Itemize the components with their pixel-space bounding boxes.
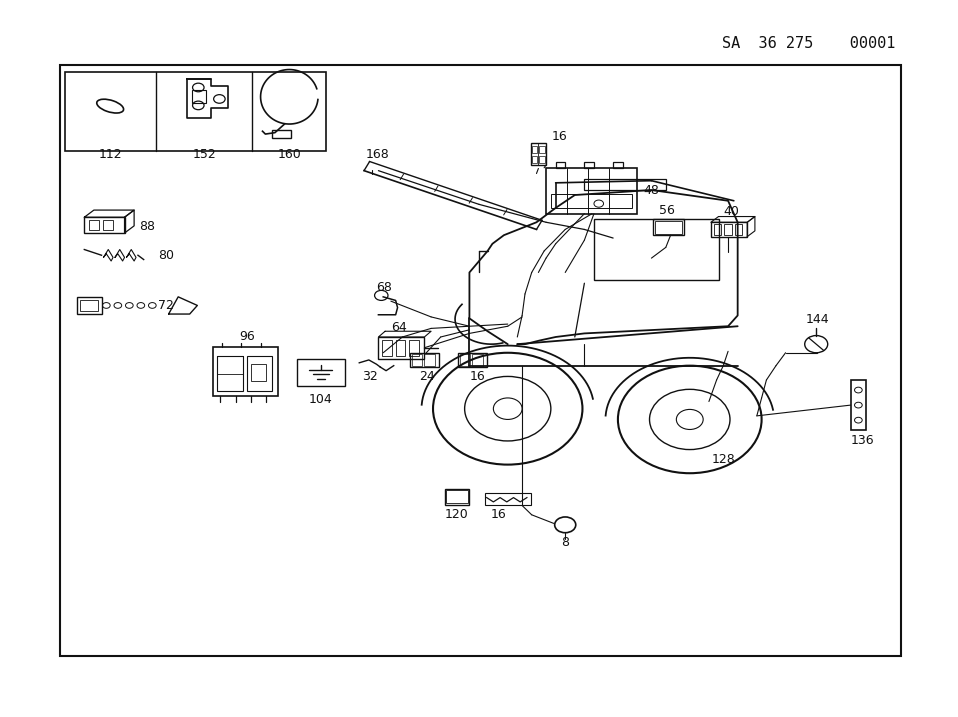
Bar — [735, 224, 742, 235]
Bar — [60, 65, 901, 656]
Bar — [396, 340, 405, 356]
Text: 16: 16 — [469, 370, 485, 383]
Bar — [412, 354, 422, 366]
Text: 64: 64 — [391, 321, 406, 334]
Text: 112: 112 — [99, 148, 122, 161]
Bar — [424, 354, 435, 366]
Bar — [84, 217, 125, 233]
Text: 56: 56 — [659, 204, 675, 217]
Bar — [851, 380, 866, 430]
Bar — [217, 356, 243, 374]
Bar — [485, 493, 531, 505]
Bar — [458, 353, 487, 367]
Bar — [272, 130, 291, 138]
Bar — [460, 354, 470, 366]
Bar — [247, 356, 272, 391]
Text: SA  36 275    00001: SA 36 275 00001 — [722, 36, 896, 50]
Bar — [217, 356, 243, 391]
Bar — [80, 300, 98, 311]
Bar — [532, 146, 537, 153]
Bar — [539, 156, 545, 163]
Bar — [551, 194, 632, 208]
Bar — [192, 90, 206, 103]
Bar — [556, 162, 565, 168]
Text: 136: 136 — [851, 434, 875, 447]
Text: 120: 120 — [445, 508, 468, 521]
Text: 88: 88 — [139, 220, 155, 233]
Text: 168: 168 — [366, 148, 390, 161]
Bar — [724, 224, 732, 235]
Text: 68: 68 — [376, 281, 393, 294]
Bar — [77, 297, 102, 314]
Text: 40: 40 — [723, 205, 740, 218]
Bar — [89, 220, 99, 230]
Bar — [409, 340, 419, 356]
Text: 48: 48 — [644, 184, 660, 196]
Text: 160: 160 — [278, 148, 301, 161]
Text: 80: 80 — [158, 249, 174, 262]
Bar — [711, 222, 747, 237]
Bar — [594, 219, 718, 280]
Bar — [65, 72, 326, 151]
Bar — [532, 156, 537, 163]
Bar — [531, 143, 546, 165]
Bar — [378, 337, 424, 358]
Bar — [655, 221, 682, 234]
Bar — [410, 353, 439, 367]
Text: 24: 24 — [420, 370, 435, 383]
Bar — [445, 489, 469, 505]
Bar — [103, 220, 113, 230]
Text: 152: 152 — [193, 148, 216, 161]
Bar — [584, 179, 666, 190]
Bar — [382, 340, 392, 356]
Bar — [539, 146, 545, 153]
Text: 72: 72 — [158, 299, 174, 312]
Bar — [714, 224, 721, 235]
Text: 128: 128 — [712, 453, 735, 466]
Text: 104: 104 — [309, 393, 332, 406]
Bar — [546, 168, 637, 214]
Text: 144: 144 — [806, 313, 829, 326]
Bar — [251, 364, 266, 381]
Text: 8: 8 — [561, 536, 569, 549]
Bar — [213, 347, 278, 396]
Text: 32: 32 — [362, 370, 377, 383]
Bar — [613, 162, 623, 168]
Bar — [584, 162, 594, 168]
Text: 96: 96 — [240, 330, 255, 343]
Bar — [653, 219, 684, 235]
Bar — [472, 354, 483, 366]
Text: 16: 16 — [490, 508, 506, 521]
Bar — [446, 490, 468, 503]
Bar — [297, 358, 345, 386]
Text: 16: 16 — [552, 130, 567, 143]
